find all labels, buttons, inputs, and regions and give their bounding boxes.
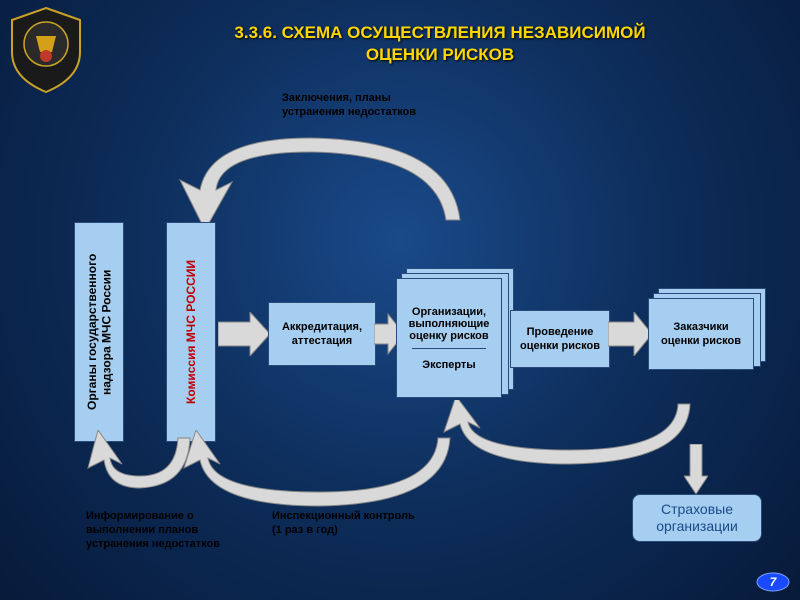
arrow-comm-accr bbox=[218, 312, 270, 356]
box-accreditation: Аккредитация, аттестация bbox=[268, 302, 376, 366]
box-gov-bodies: Органы государственного надзора МЧС Росс… bbox=[74, 222, 124, 442]
box-customers: Заказчики оценки рисков bbox=[648, 298, 754, 370]
label-inspection: Инспекционный контроль (1 раз в год) bbox=[272, 510, 415, 538]
page-title: 3.3.6. СХЕМА ОСУЩЕСТВЛЕНИЯ НЕЗАВИСИМОЙ О… bbox=[120, 22, 760, 66]
label-inform: Информирование о выполнении планов устра… bbox=[86, 510, 220, 551]
title-line-1: 3.3.6. СХЕМА ОСУЩЕСТВЛЕНИЯ НЕЗАВИСИМОЙ bbox=[234, 23, 645, 42]
box-conduct: Проведение оценки рисков bbox=[510, 310, 610, 368]
box-commission: Комиссия МЧС РОССИИ bbox=[166, 222, 216, 442]
arrow-conduct-cust bbox=[608, 312, 652, 356]
box-insurance: Страховые организации bbox=[632, 494, 762, 542]
page-number-badge: 7 bbox=[756, 572, 790, 592]
emblem-logo bbox=[6, 6, 86, 94]
arrow-cust-insurance bbox=[684, 444, 708, 494]
label-conclusions: Заключения, планы устранения недостатков bbox=[282, 92, 416, 120]
box-commission-label: Комиссия МЧС РОССИИ bbox=[184, 260, 198, 404]
box-gov-bodies-label: Органы государственного надзора МЧС Росс… bbox=[85, 229, 114, 435]
box-orgs: Организации, выполняющие оценку рисков Э… bbox=[396, 278, 502, 398]
title-line-2: ОЦЕНКИ РИСКОВ bbox=[366, 45, 514, 64]
slide: 3.3.6. СХЕМА ОСУЩЕСТВЛЕНИЯ НЕЗАВИСИМОЙ О… bbox=[0, 0, 800, 600]
arrow-curve-bottom-right bbox=[420, 400, 720, 500]
